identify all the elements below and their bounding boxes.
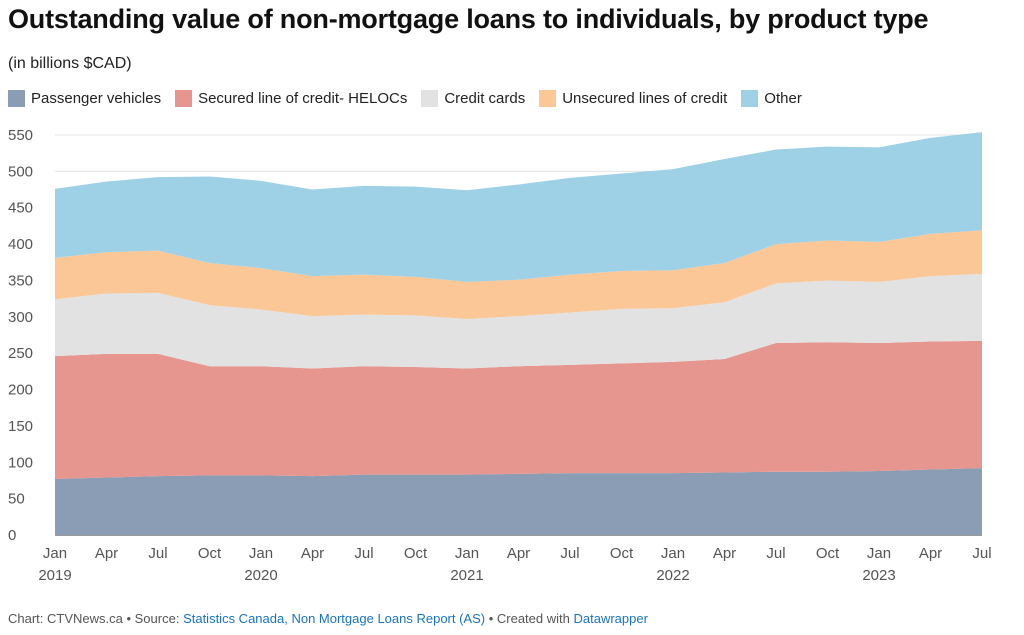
y-tick-label: 550 (8, 127, 33, 144)
legend-item-unsecured-loc: Unsecured lines of credit (539, 90, 727, 107)
x-tick-year-label: 2019 (38, 567, 71, 584)
x-tick-label: Apr (301, 545, 324, 562)
y-tick-label: 450 (8, 200, 33, 217)
x-tick-label: Jan (661, 545, 685, 562)
x-tick-label: Oct (404, 545, 428, 562)
x-tick-label: Apr (95, 545, 118, 562)
area-passenger-vehicles (55, 468, 982, 535)
x-tick-label: Jan (867, 545, 891, 562)
x-tick-label: Oct (198, 545, 222, 562)
y-tick-label: 250 (8, 345, 33, 362)
legend-label: Unsecured lines of credit (562, 90, 728, 107)
y-tick-label: 350 (8, 272, 33, 289)
x-tick-label: Jul (560, 545, 579, 562)
footer-prefix: Chart: CTVNews.ca • Source: (8, 611, 184, 626)
x-tick-label: Oct (610, 545, 634, 562)
x-tick-label: Jul (354, 545, 373, 562)
legend-swatch (741, 90, 759, 107)
legend-swatch (421, 90, 439, 107)
y-tick-label: 100 (8, 454, 33, 471)
axes: 0 50 100 150 200 250 300 350 400 450 500 550 Jan 2019… (8, 127, 992, 584)
y-tick-label: 500 (8, 163, 33, 180)
area-unsecured-lines-of-credit (55, 230, 982, 319)
legend-label: Credit cards (444, 90, 526, 107)
x-tick-label: Jan (43, 545, 67, 562)
area-other (55, 132, 982, 282)
area-credit-cards (55, 273, 982, 369)
y-tick-label: 400 (8, 236, 33, 253)
y-tick-label: 50 (8, 491, 25, 508)
stacked-area-chart: 0 50 100 150 200 250 300 350 400 450 500 550 Jan 2019… (8, 127, 992, 584)
chart-subtitle: (in billions $CAD) (8, 55, 132, 72)
x-tick-label: Jul (972, 545, 991, 562)
x-tick-label: Oct (816, 545, 840, 562)
legend-item-other: Other (741, 90, 802, 107)
x-tick-year-label: 2022 (656, 567, 689, 584)
x-tick-label: Apr (713, 545, 736, 562)
legend-swatch (539, 90, 557, 107)
x-tick-label: Jul (766, 545, 785, 562)
legend-label: Passenger vehicles (31, 90, 162, 107)
x-tick-label: Apr (507, 545, 530, 562)
legend-item-passenger-vehicles: Passenger vehicles (8, 90, 161, 107)
legend-item-helocs: Secured line of credit- HELOCs (175, 90, 407, 107)
legend-item-credit-cards: Credit cards (421, 90, 525, 107)
legend-label: Secured line of credit- HELOCs (198, 90, 408, 107)
x-tick-year-label: 2021 (450, 567, 483, 584)
x-tick-label: Jan (455, 545, 479, 562)
y-tick-label: 0 (8, 527, 16, 544)
datawrapper-link[interactable]: Datawrapper (573, 611, 648, 626)
chart-title: Outstanding value of non-mortgage loans … (8, 4, 929, 34)
y-tick-label: 300 (8, 309, 33, 326)
x-tick-label: Jan (249, 545, 273, 562)
legend-swatch (175, 90, 193, 107)
x-tick-year-label: 2020 (244, 567, 277, 584)
footer-credits: Chart: CTVNews.ca • Source: Statistics C… (8, 611, 648, 626)
y-tick-label: 150 (8, 418, 33, 435)
footer-created: • Created with (485, 611, 574, 626)
area-series-group (55, 132, 982, 535)
x-tick-label: Jul (148, 545, 167, 562)
area-secured-line-of-credit-helocs (55, 340, 982, 479)
legend-swatch (8, 90, 25, 107)
legend: Passenger vehicles Secured line of credi… (8, 90, 816, 107)
y-tick-label: 200 (8, 382, 33, 399)
x-tick-year-label: 2023 (862, 567, 895, 584)
source-link[interactable]: Statistics Canada, Non Mortgage Loans Re… (183, 611, 486, 626)
legend-label: Other (764, 90, 802, 107)
x-tick-label: Apr (919, 545, 942, 562)
